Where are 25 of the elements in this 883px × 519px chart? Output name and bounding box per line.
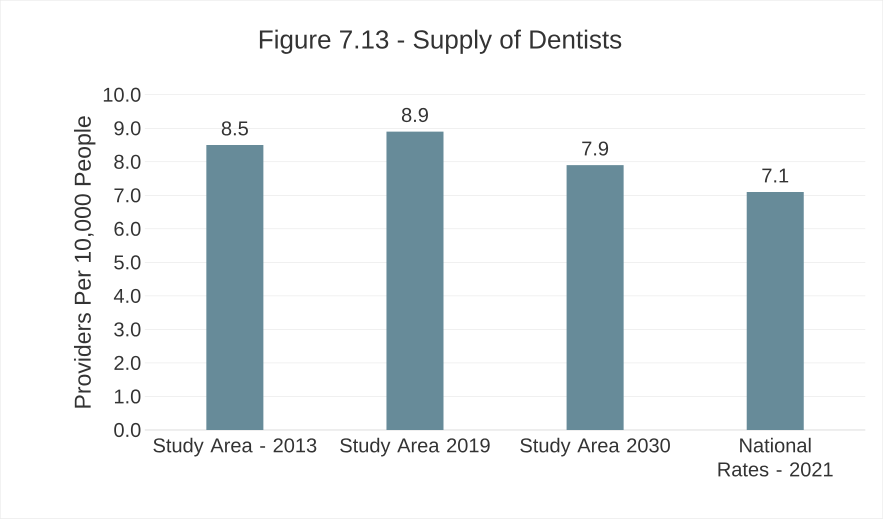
data-label: 7.9 — [582, 142, 608, 156]
y-tick-label: 10.0 — [104, 88, 140, 102]
x-tick-label: Study Area 2019 — [340, 438, 490, 457]
x-tick-label: National Rates - 2021 — [718, 438, 833, 477]
bar — [206, 145, 264, 430]
y-tick-label: 8.0 — [114, 154, 140, 170]
y-tick-label: 1.0 — [114, 390, 140, 404]
x-tick-label: Study Area - 2013 — [153, 438, 316, 457]
y-tick-label: 4.0 — [114, 288, 140, 304]
data-label: 8.9 — [402, 108, 428, 122]
chart-title: Figure 7.13 - Supply of Dentists — [260, 30, 622, 54]
data-label: 7.1 — [762, 168, 788, 183]
data-label: 8.5 — [222, 121, 248, 136]
y-tick-label: 7.0 — [114, 188, 140, 203]
bar — [746, 192, 804, 430]
y-tick-label: 6.0 — [114, 222, 140, 236]
x-tick-label: Study Area 2030 — [520, 438, 670, 457]
y-tick-label: 9.0 — [114, 121, 140, 136]
y-axis-title: Providers Per 10,000 People — [74, 116, 96, 408]
bar — [386, 132, 444, 430]
y-tick-label: 0.0 — [114, 423, 140, 438]
y-tick-label: 3.0 — [114, 322, 140, 337]
y-tick-label: 2.0 — [114, 356, 140, 370]
y-tick-label: 5.0 — [114, 255, 140, 270]
bar — [566, 165, 624, 430]
